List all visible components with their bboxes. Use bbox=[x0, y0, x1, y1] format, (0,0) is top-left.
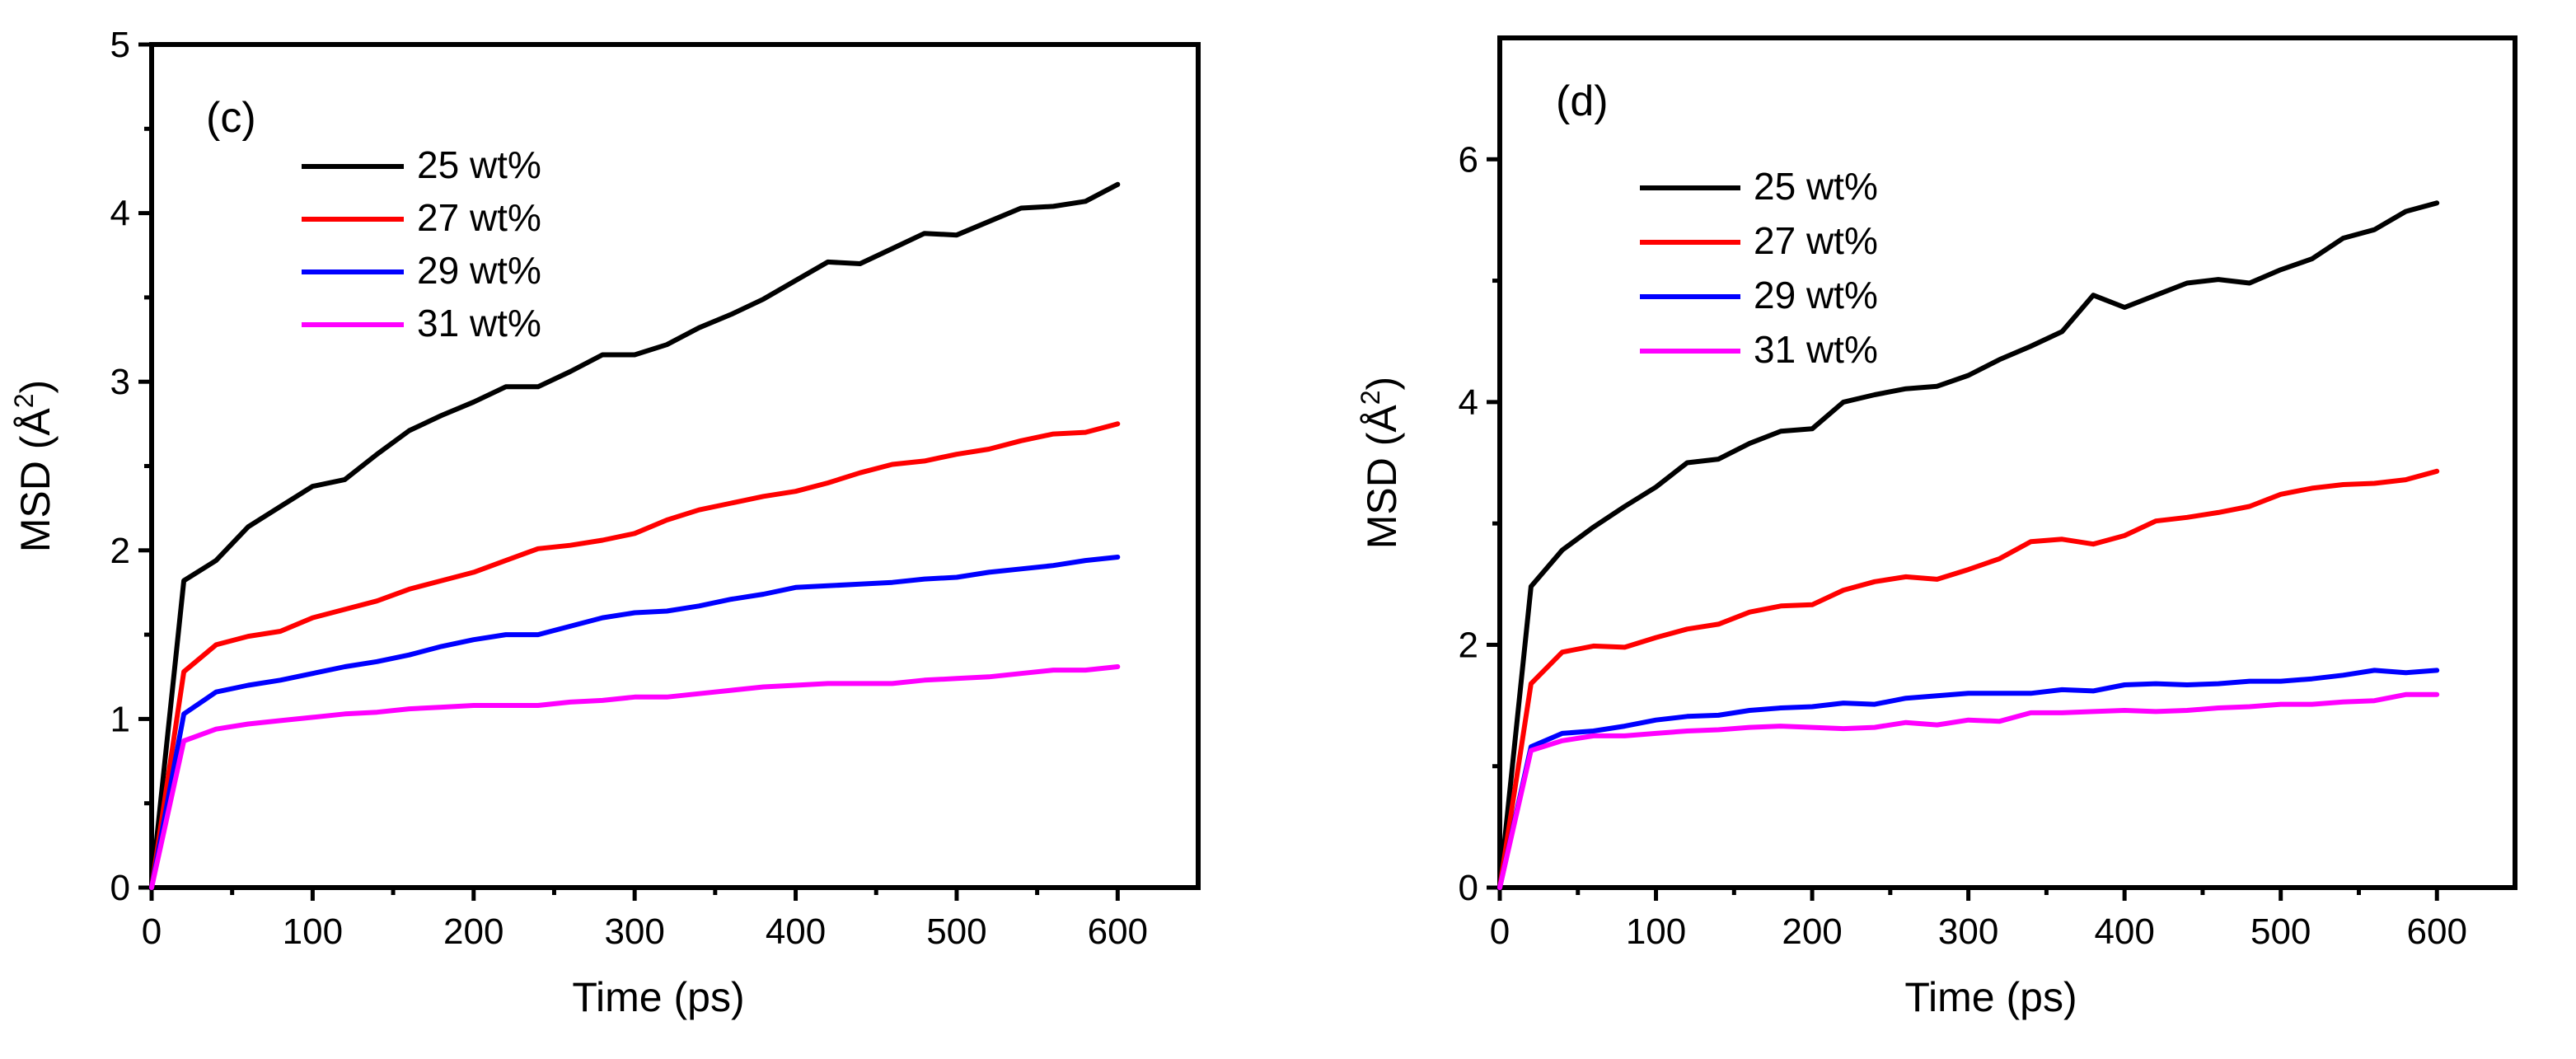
y-tick-label: 0 bbox=[110, 868, 130, 908]
y-tick-label: 6 bbox=[1459, 139, 1478, 180]
panel-label: (d) bbox=[1556, 77, 1609, 125]
y-axis-title-close: ) bbox=[12, 380, 59, 394]
x-tick-label: 0 bbox=[1490, 911, 1510, 952]
y-axis-title-base: MSD (Å bbox=[12, 408, 59, 553]
x-tick-label: 500 bbox=[926, 911, 986, 952]
x-tick-label: 300 bbox=[1938, 911, 1998, 952]
y-axis-title-base: MSD (Å bbox=[1359, 405, 1405, 550]
x-tick-label: 600 bbox=[1088, 911, 1148, 952]
series-line-27-wt- bbox=[149, 421, 1121, 890]
x-axis-title: Time (ps) bbox=[572, 974, 744, 1020]
y-axis-title-sup: 2 bbox=[9, 393, 39, 408]
series-line-31-wt- bbox=[149, 664, 1121, 890]
plot-frame bbox=[1497, 35, 2517, 890]
x-tick-label: 500 bbox=[2250, 911, 2311, 952]
y-tick-label: 4 bbox=[110, 194, 130, 234]
legend: 25 wt% 27 wt% 29 wt% 31 wt% bbox=[1640, 165, 1878, 371]
legend-label: 31 wt% bbox=[1754, 328, 1878, 371]
series-line-27-wt- bbox=[1497, 468, 2440, 890]
y-tick-label: 3 bbox=[110, 362, 130, 402]
x-tick-label: 0 bbox=[142, 911, 162, 952]
series-line-25-wt- bbox=[1497, 200, 2440, 890]
y-axis-title: MSD (Å2) bbox=[1356, 377, 1405, 549]
legend-label: 27 wt% bbox=[417, 196, 541, 239]
x-tick-label: 100 bbox=[283, 911, 343, 952]
x-axis-title: Time (ps) bbox=[1904, 974, 2077, 1020]
y-tick-label: 1 bbox=[110, 699, 130, 739]
plot-frame bbox=[149, 42, 1201, 890]
x-tick-label: 200 bbox=[1782, 911, 1842, 952]
legend-label: 25 wt% bbox=[417, 143, 541, 186]
y-axis-title-sup: 2 bbox=[1356, 390, 1385, 405]
x-tick-label: 100 bbox=[1626, 911, 1686, 952]
y-tick-label: 2 bbox=[110, 531, 130, 571]
y-axis-title: MSD (Å2) bbox=[9, 380, 59, 552]
legend-label: 27 wt% bbox=[1754, 219, 1878, 262]
legend-label: 29 wt% bbox=[417, 249, 541, 292]
y-axis-title-close: ) bbox=[1359, 377, 1405, 391]
series-line-29-wt- bbox=[149, 555, 1121, 890]
legend: 25 wt% 27 wt% 29 wt% 31 wt% bbox=[302, 143, 541, 344]
y-tick-label: 4 bbox=[1459, 382, 1478, 423]
x-tick-label: 400 bbox=[766, 911, 826, 952]
series-line-29-wt- bbox=[1497, 668, 2440, 890]
legend-label: 25 wt% bbox=[1754, 165, 1878, 208]
y-tick-label: 5 bbox=[110, 25, 130, 65]
x-tick-label: 400 bbox=[2094, 911, 2154, 952]
y-tick-label: 2 bbox=[1459, 625, 1478, 665]
series-line-31-wt- bbox=[1497, 691, 2440, 890]
x-tick-label: 600 bbox=[2407, 911, 2467, 952]
y-tick-label: 0 bbox=[1459, 868, 1478, 908]
x-tick-label: 200 bbox=[443, 911, 503, 952]
series-line-25-wt- bbox=[149, 181, 1121, 890]
panel-label: (c) bbox=[206, 94, 256, 142]
legend-label: 31 wt% bbox=[417, 302, 541, 344]
legend-label: 29 wt% bbox=[1754, 274, 1878, 316]
x-tick-label: 300 bbox=[604, 911, 664, 952]
chart-panel-0: 0 100 200 300 400 500 600 0 1 2 3 4 5 Time (ps) MSD (Å… bbox=[9, 25, 1201, 1020]
